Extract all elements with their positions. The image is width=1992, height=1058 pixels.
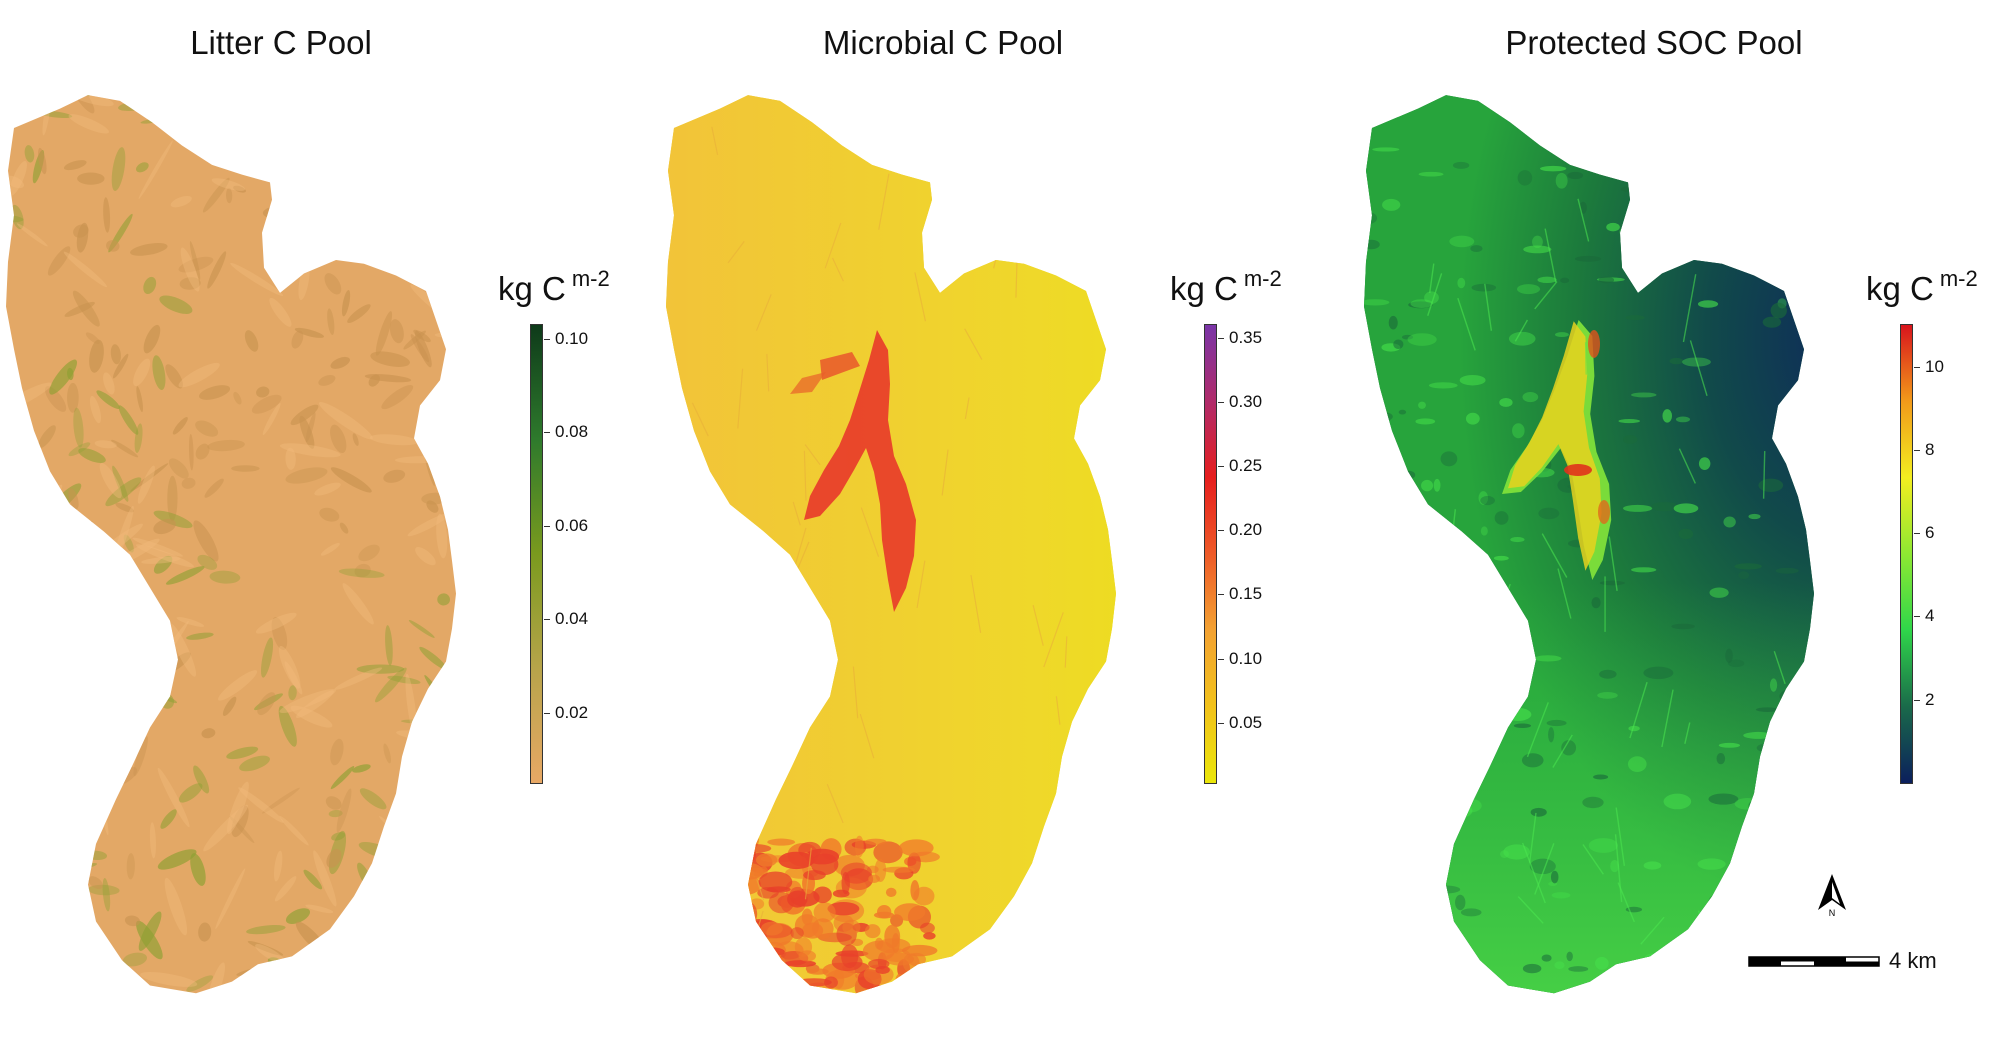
colorbar-tick-label: 0.20 [1229, 520, 1263, 540]
colorbar-tick-label: 0.08 [555, 422, 589, 442]
protected-soc-map [1364, 95, 1814, 994]
colorbar-tick [1218, 401, 1224, 403]
colorbar-tick [1914, 366, 1920, 368]
colorbar-tick-label: 0.25 [1229, 456, 1263, 476]
colorbar-tick-label: 0.15 [1229, 584, 1263, 604]
north-label: N [1829, 908, 1836, 918]
colorbar-tick-label: 0.35 [1229, 327, 1263, 347]
colorbar-tick [1218, 530, 1224, 532]
colorbar-tick [1218, 722, 1224, 724]
colorbar-tick-label: 6 [1925, 523, 1935, 543]
colorbar-tick [1914, 616, 1920, 618]
microbial-map [666, 95, 1116, 994]
unit-superscript: m-2 [571, 266, 610, 291]
colorbar-tick [1218, 337, 1224, 339]
colorbar: 0.35 0.30 0.25 0.20 0.15 0.10 0.05 [1204, 324, 1262, 784]
colorbar-tick [544, 525, 550, 527]
scale-bar [1748, 956, 1880, 967]
colorbar: 10 8 6 4 2 [1900, 324, 1944, 784]
colorbar-tick [544, 712, 550, 714]
unit-text: kg C [498, 270, 566, 307]
colorbar-tick-label: 4 [1925, 606, 1935, 626]
colorbar-tick [544, 432, 550, 434]
unit-text: kg C [1866, 270, 1934, 307]
colorbar-tick [1914, 699, 1920, 701]
watershed-area [6, 95, 456, 994]
scale-label: 4 km [1889, 948, 1937, 973]
north-arrow-icon: N [1818, 874, 1846, 918]
litter-map [6, 95, 456, 994]
colorbar-tick [1218, 466, 1224, 468]
colorbar-tick [1914, 533, 1920, 535]
colorbar: 0.10 0.08 0.06 0.04 0.02 [530, 324, 588, 784]
colorbar-tick-label: 8 [1925, 439, 1935, 459]
colorbar-tick-label: 0.06 [555, 515, 589, 535]
colorbar-tick-label: 0.30 [1229, 391, 1263, 411]
colorbar-tick-label: 10 [1925, 356, 1944, 376]
unit-superscript: m-2 [1243, 266, 1282, 291]
unit-superscript: m-2 [1939, 266, 1978, 291]
panel-title: Protected SOC Pool [1505, 24, 1803, 61]
colorbar-tick-label: 0.02 [555, 702, 589, 722]
colorbar-tick [1914, 449, 1920, 451]
colorbar-tick [544, 619, 550, 621]
colorbar-tick [544, 339, 550, 341]
colorbar-tick-label: 0.10 [555, 329, 589, 349]
colorbar-tick [1218, 658, 1224, 660]
colorbar-tick [1218, 594, 1224, 596]
colorbar-tick-label: 0.04 [555, 609, 589, 629]
colorbar-tick-label: 2 [1925, 689, 1935, 709]
colorbar-tick-label: 0.10 [1229, 648, 1263, 668]
unit-text: kg C [1170, 270, 1238, 307]
colorbar-tick-label: 0.05 [1229, 712, 1263, 732]
panel-title: Microbial C Pool [822, 24, 1064, 61]
panel-title: Litter C Pool [190, 24, 372, 61]
